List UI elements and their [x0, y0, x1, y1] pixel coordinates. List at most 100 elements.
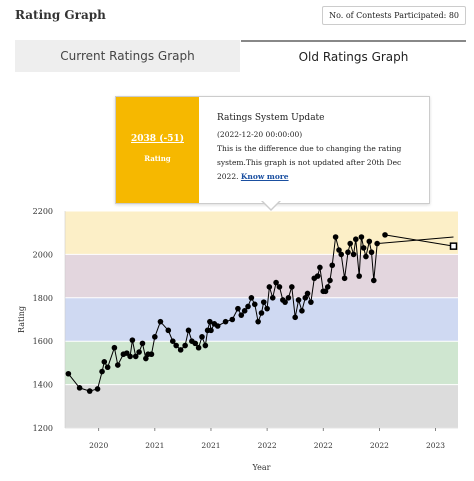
- rating-point: [266, 284, 273, 290]
- rating-tooltip: 2038 (-51) Rating Ratings System Update …: [115, 96, 430, 204]
- x-tick-label: 2020: [89, 441, 108, 450]
- rating-point: [345, 249, 351, 256]
- tooltip-rating-label: Rating: [144, 154, 171, 163]
- rating-point: [336, 247, 342, 253]
- rating-point: [358, 234, 365, 240]
- tooltip-line-3: 2022. Know more: [217, 170, 422, 184]
- tab-old-ratings-graph[interactable]: Old Ratings Graph: [241, 40, 466, 74]
- rating-point: [289, 284, 295, 290]
- rating-point: [285, 295, 292, 301]
- rating-point: [282, 299, 288, 305]
- x-tick-label: 2022: [370, 441, 389, 450]
- rating-point: [241, 308, 248, 314]
- rating-point: [324, 284, 331, 290]
- rating-point: [255, 318, 261, 325]
- rating-point: [347, 240, 354, 247]
- tooltip-date: (2022-12-20 00:00:00): [217, 130, 303, 139]
- rating-point: [182, 342, 188, 349]
- x-tick-label: 2022: [258, 441, 277, 450]
- rating-point: [101, 359, 108, 365]
- rating-point: [127, 353, 133, 360]
- rating-point: [238, 312, 245, 318]
- rating-point: [341, 275, 348, 282]
- know-more-link[interactable]: Know more: [240, 172, 289, 181]
- rating-point: [229, 316, 236, 323]
- rating-point: [322, 288, 329, 295]
- rating-point: [258, 310, 265, 316]
- x-tick-label: 2023: [426, 441, 445, 450]
- rating-band-4: [65, 211, 458, 255]
- rating-point: [157, 318, 164, 325]
- rating-point: [292, 314, 298, 321]
- rating-point: [276, 284, 283, 290]
- rating-point: [327, 277, 333, 284]
- rating-point: [185, 327, 192, 334]
- rating-point: [235, 305, 241, 312]
- rating-point: [273, 279, 279, 286]
- rating-point: [295, 297, 302, 303]
- tooltip-rating-panel: 2038 (-51) Rating: [116, 97, 199, 203]
- y-tick-label: 1200: [33, 424, 53, 433]
- rating-point: [177, 347, 184, 353]
- rating-point: [139, 340, 146, 347]
- y-tick-label: 1400: [33, 381, 53, 390]
- tooltip-title: Ratings System Update: [217, 113, 325, 123]
- y-tick-label: 2200: [33, 207, 53, 216]
- rating-point: [332, 234, 339, 240]
- rating-point: [248, 295, 255, 301]
- rating-point: [363, 253, 369, 260]
- x-tick-label: 2021: [201, 441, 220, 450]
- rating-point: [136, 349, 142, 355]
- rating-point: [338, 251, 345, 258]
- rating-point: [86, 388, 93, 394]
- rating-point: [251, 301, 258, 308]
- y-tick-label: 1600: [33, 337, 53, 346]
- rating-point: [104, 364, 111, 371]
- x-tick-label: 2022: [314, 441, 333, 450]
- tooltip-line-1: This is the difference due to changing t…: [217, 144, 402, 153]
- rating-point: [374, 240, 380, 247]
- rating-point: [304, 290, 311, 297]
- rating-point: [329, 262, 336, 269]
- rating-band-1: [65, 341, 458, 385]
- rating-point: [360, 245, 367, 251]
- tooltip-line-3-text: 2022.: [217, 172, 239, 181]
- rating-point: [132, 353, 139, 360]
- rating-point: [260, 299, 267, 305]
- rating-point: [165, 327, 172, 334]
- tooltip-arrow-inner: [262, 200, 280, 209]
- rating-point: [111, 344, 118, 351]
- tooltip-message: Ratings System Update (2022-12-20 00:00:…: [217, 111, 422, 184]
- rating-point: [207, 318, 213, 325]
- rating-point: [94, 386, 101, 392]
- rating-point: [302, 295, 309, 301]
- rating-point: [199, 334, 205, 340]
- x-axis-title: Year: [252, 463, 271, 472]
- rating-band-0: [65, 384, 458, 428]
- rating-point: [114, 362, 121, 368]
- rating-point: [148, 351, 155, 358]
- final-rating-point: [449, 242, 458, 250]
- rating-point: [214, 323, 221, 329]
- rating-point: [65, 370, 72, 377]
- page-title: Rating Graph: [15, 8, 106, 22]
- x-tick-label: 2021: [145, 441, 164, 450]
- rating-point: [76, 385, 83, 391]
- rating-point: [129, 337, 136, 343]
- rating-point: [208, 327, 214, 334]
- rating-point: [370, 277, 377, 284]
- rating-point: [368, 249, 375, 256]
- rating-point: [192, 340, 199, 347]
- y-axis-title: Rating: [17, 306, 26, 333]
- rating-band-3: [65, 254, 458, 298]
- rating-point: [169, 338, 176, 345]
- y-tick-label: 2000: [33, 250, 53, 259]
- rating-point: [245, 303, 251, 310]
- contests-count-badge: No. of Contests Participated: 80: [322, 6, 466, 25]
- tooltip-rating-value: 2038 (-51): [131, 134, 184, 144]
- tooltip-line-2: system.This graph is not updated after 2…: [217, 158, 402, 167]
- rating-point: [202, 342, 209, 349]
- rating-point: [314, 273, 321, 279]
- tab-current-ratings-graph[interactable]: Current Ratings Graph: [15, 40, 240, 72]
